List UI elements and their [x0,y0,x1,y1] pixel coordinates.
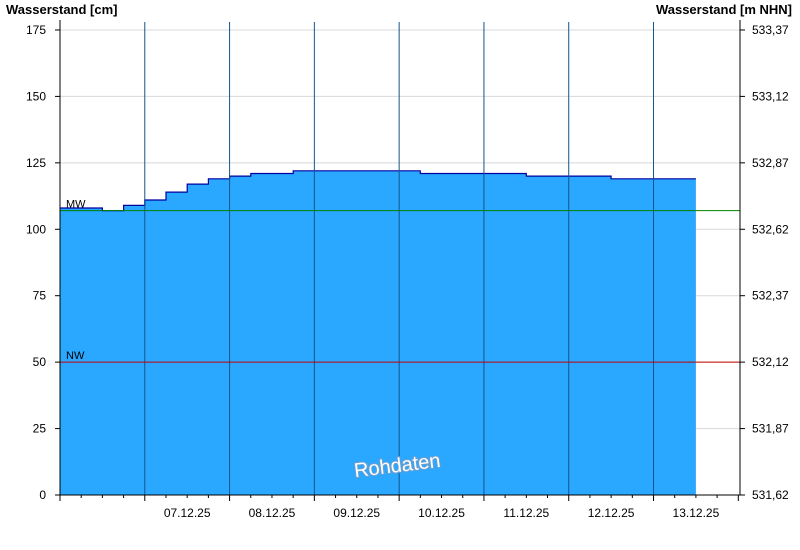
x-tick-label: 12.12.25 [588,506,635,520]
x-tick-label: 13.12.25 [673,506,720,520]
x-tick-label: 07.12.25 [164,506,211,520]
left-axis-title: Wasserstand [cm] [6,2,118,17]
tick-label-right: 531,87 [752,422,789,436]
tick-label-right: 532,87 [752,156,789,170]
tick-label-left: 0 [39,488,46,502]
tick-label-right: 531,62 [752,488,789,502]
x-tick-label: 08.12.25 [249,506,296,520]
axes: 0 531,62 25 531,87 50 532,12 75 532,37 100 532,62… [26,20,789,520]
water-level-area [60,170,696,496]
day-dividers [144,22,655,495]
tick-label-right: 532,62 [752,222,789,236]
x-tick-label: 10.12.25 [418,506,465,520]
tick-label-left: 25 [33,422,47,436]
tick-label-left: 150 [26,89,46,103]
tick-label-left: 100 [26,222,46,236]
x-tick-label: 11.12.25 [503,506,549,520]
tick-label-left: 175 [26,23,46,37]
x-tick-label: 09.12.25 [333,506,380,520]
tick-label-right: 532,12 [752,355,789,369]
ref-label-mw: MW [66,199,86,211]
right-axis-title: Wasserstand [m NHN] [656,2,792,17]
tick-label-right: 533,12 [752,89,789,103]
tick-label-right: 532,37 [752,289,789,303]
tick-label-right: 533,37 [752,23,789,37]
ref-label-nw: NW [66,350,85,362]
reference-lines: MW NW [60,199,740,363]
tick-label-left: 125 [26,156,46,170]
tick-label-left: 75 [33,289,47,303]
tick-label-left: 50 [33,355,47,369]
